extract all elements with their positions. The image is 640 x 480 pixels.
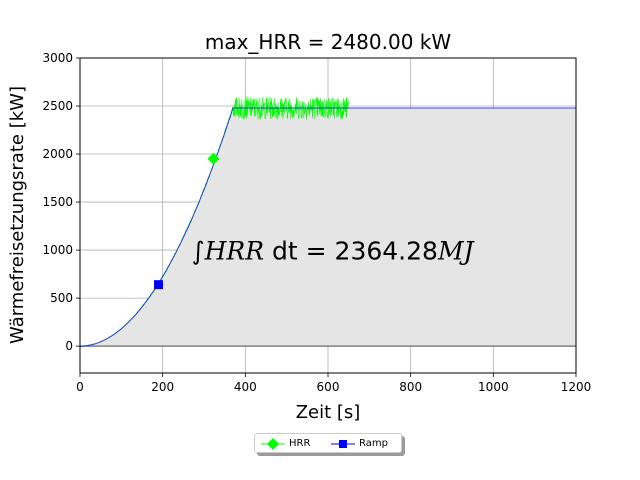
integral-value: = 2364.28 [298, 237, 438, 266]
legend-hrr-swatch [261, 438, 285, 450]
y-tick-label: 1000 [42, 243, 73, 257]
x-tick-label: 800 [399, 380, 422, 394]
legend-entry-hrr: HRR [261, 437, 310, 451]
marker-ramp [154, 280, 164, 290]
legend-hrr-label: HRR [289, 438, 311, 449]
y-axis-label: Wärmefreisetzungsrate [kW] [7, 86, 28, 344]
y-tick-label: 500 [50, 291, 73, 305]
integral-annotation: ∫HRR dt = 2364.28MJ [192, 237, 476, 266]
y-axis: 0 500 1000 1500 2000 2500 3000 [42, 51, 80, 353]
area-fill [80, 107, 576, 347]
x-tick-label: 0 [76, 380, 84, 394]
integral-dt: dt [264, 237, 298, 266]
x-axis-label: Zeit [s] [296, 402, 361, 423]
x-tick-label: 600 [317, 380, 340, 394]
y-tick-label: 0 [65, 339, 73, 353]
x-tick-label: 400 [234, 380, 257, 394]
x-tick-label: 1200 [561, 380, 592, 394]
y-tick-label: 2500 [42, 99, 73, 113]
y-tick-label: 1500 [42, 195, 73, 209]
x-axis: 0 200 400 600 800 1000 1200 [76, 373, 591, 394]
x-tick-label: 1000 [478, 380, 509, 394]
legend-ramp-label: Ramp [359, 438, 388, 449]
legend: HRR Ramp [254, 433, 402, 453]
legend-entry-ramp: Ramp [331, 437, 388, 451]
y-tick-label: 3000 [42, 51, 73, 65]
y-tick-label: 2000 [42, 147, 73, 161]
integral-unit: MJ [437, 237, 476, 266]
legend-ramp-swatch [331, 440, 355, 448]
marker-hrr [207, 152, 220, 165]
integral-sign: ∫ [192, 237, 205, 266]
x-tick-label: 200 [151, 380, 174, 394]
integral-name: HRR [204, 237, 264, 266]
chart-title: max_HRR = 2480.00 kW [205, 30, 452, 54]
